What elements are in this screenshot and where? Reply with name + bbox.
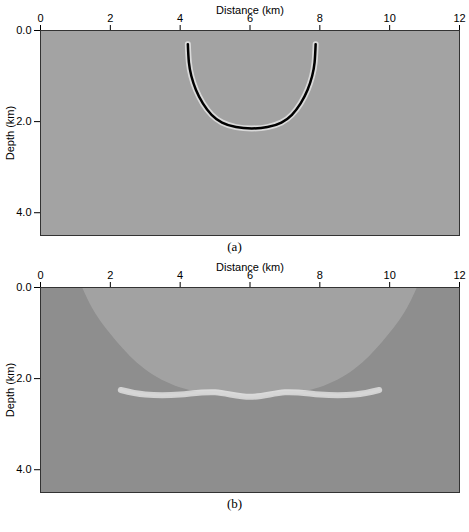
svg-text:2: 2 xyxy=(107,269,113,281)
svg-text:4: 4 xyxy=(177,269,183,281)
svg-text:Distance (km): Distance (km) xyxy=(216,261,284,273)
svg-text:Distance (km): Distance (km) xyxy=(216,4,284,16)
svg-text:0: 0 xyxy=(37,269,43,281)
html-text:(b): (b) xyxy=(226,496,243,511)
svg-text:4.0: 4.0 xyxy=(16,206,31,218)
svg-text:8: 8 xyxy=(317,12,323,24)
svg-text:6: 6 xyxy=(246,268,254,281)
svg-text:12: 12 xyxy=(453,12,465,24)
svg-text:2.0: 2.0 xyxy=(16,372,31,384)
svg-text:Depth (km): Depth (km) xyxy=(4,363,16,417)
svg-text:2.0: 2.0 xyxy=(16,115,31,127)
svg-text:12: 12 xyxy=(453,269,465,281)
svg-text:0.0: 0.0 xyxy=(16,24,31,36)
svg-text:Depth (km): Depth (km) xyxy=(4,106,16,160)
svg-text:10: 10 xyxy=(384,269,396,281)
svg-text:2: 2 xyxy=(107,12,113,24)
svg-text:4.0: 4.0 xyxy=(16,463,31,475)
svg-text:6: 6 xyxy=(246,11,254,24)
svg-text:4: 4 xyxy=(177,12,183,24)
svg-text:10: 10 xyxy=(384,12,396,24)
svg-text:8: 8 xyxy=(317,269,323,281)
svg-text:0.0: 0.0 xyxy=(16,281,31,293)
svg-text:0: 0 xyxy=(37,12,43,24)
html-text:(a): (a) xyxy=(227,239,242,254)
